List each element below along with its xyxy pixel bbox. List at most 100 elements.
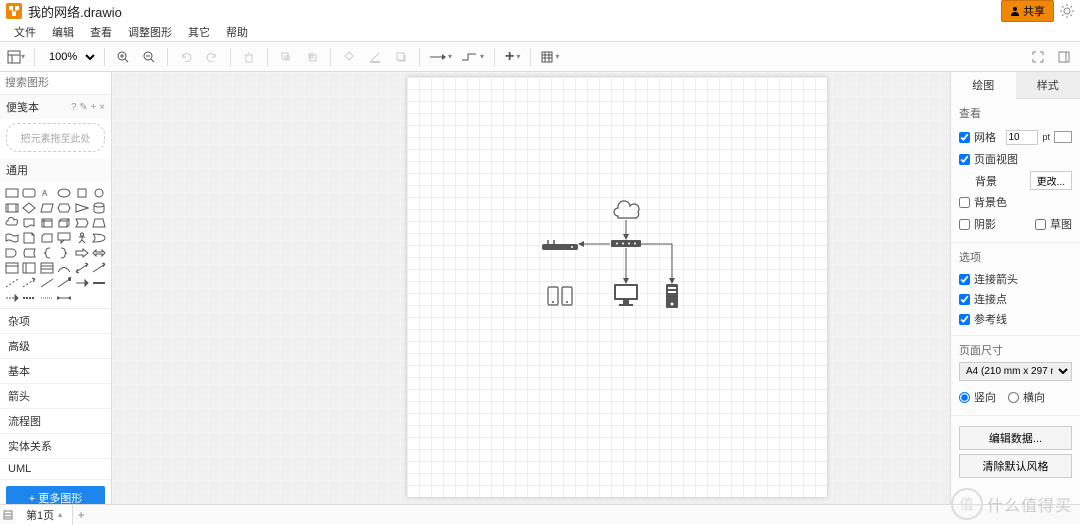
category-arrows[interactable]: 箭头: [0, 384, 111, 409]
sketch-checkbox[interactable]: 草图: [1035, 214, 1072, 234]
router-icon[interactable]: [542, 240, 578, 250]
shape-actor[interactable]: [74, 231, 89, 244]
shape-connector3[interactable]: [4, 291, 19, 304]
shape-list[interactable]: [39, 261, 54, 274]
menu-extras[interactable]: 其它: [180, 22, 218, 42]
shape-callout[interactable]: [57, 231, 72, 244]
zoom-out-button[interactable]: [137, 45, 161, 69]
shape-card[interactable]: [39, 231, 54, 244]
shape-internal-storage[interactable]: [39, 216, 54, 229]
shape-and[interactable]: [4, 246, 19, 259]
menu-file[interactable]: 文件: [6, 22, 44, 42]
delete-button[interactable]: [237, 45, 261, 69]
shape-cylinder[interactable]: [92, 201, 107, 214]
shape-bracket-left[interactable]: [39, 246, 54, 259]
shape-line-dashed[interactable]: [4, 276, 19, 289]
tab-draw[interactable]: 绘图: [951, 72, 1016, 99]
pagesize-select[interactable]: A4 (210 mm x 297 mm): [959, 362, 1072, 381]
canvas[interactable]: [112, 72, 950, 504]
pageview-checkbox[interactable]: 页面视图: [959, 149, 1072, 169]
shape-connector1[interactable]: [74, 276, 89, 289]
shape-document[interactable]: [22, 216, 37, 229]
shape-diamond[interactable]: [22, 201, 37, 214]
shape-line-thin[interactable]: [57, 276, 72, 289]
fullscreen-button[interactable]: [1026, 45, 1050, 69]
category-uml[interactable]: UML: [0, 459, 111, 480]
grid-checkbox[interactable]: 网格: [959, 127, 996, 147]
shape-roundrect[interactable]: [22, 186, 37, 199]
shadow-checkbox[interactable]: 阴影: [959, 214, 996, 234]
shape-line-dotted[interactable]: [22, 276, 37, 289]
category-basic[interactable]: 基本: [0, 359, 111, 384]
phone-icon[interactable]: [548, 287, 558, 305]
to-back-button[interactable]: [300, 45, 324, 69]
shape-triangle[interactable]: [74, 201, 89, 214]
redo-button[interactable]: [200, 45, 224, 69]
shape-bracket-right[interactable]: [57, 246, 72, 259]
line-color-button[interactable]: [363, 45, 387, 69]
menu-view[interactable]: 查看: [82, 22, 120, 42]
grid-size-input[interactable]: [1006, 130, 1038, 145]
view-mode-button[interactable]: ▾: [4, 45, 28, 69]
menu-edit[interactable]: 编辑: [44, 22, 82, 42]
shadow-button[interactable]: [389, 45, 413, 69]
orient-portrait[interactable]: 竖向: [959, 387, 996, 407]
grid-color-swatch[interactable]: [1054, 131, 1072, 143]
shape-search-input[interactable]: [3, 75, 112, 91]
edit-data-button[interactable]: 编辑数据...: [959, 426, 1072, 450]
fill-color-button[interactable]: [337, 45, 361, 69]
table-button[interactable]: ▾: [537, 51, 563, 63]
shape-line-plain[interactable]: [39, 276, 54, 289]
menu-help[interactable]: 帮助: [218, 22, 256, 42]
bgcolor-checkbox[interactable]: 背景色: [959, 192, 1072, 212]
phone-icon[interactable]: [562, 287, 572, 305]
connection-style-button[interactable]: ▾: [426, 52, 456, 62]
guides-checkbox[interactable]: 参考线: [959, 309, 1072, 329]
shape-cube[interactable]: [57, 216, 72, 229]
shape-connector2[interactable]: [92, 276, 107, 289]
shape-data-storage[interactable]: [22, 246, 37, 259]
undo-button[interactable]: [174, 45, 198, 69]
connpoint-checkbox[interactable]: 连接点: [959, 289, 1072, 309]
shape-connector6[interactable]: [57, 291, 72, 304]
shape-step[interactable]: [74, 216, 89, 229]
shape-note[interactable]: [22, 231, 37, 244]
tab-style[interactable]: 样式: [1016, 72, 1080, 99]
zoom-select[interactable]: 100%: [41, 48, 98, 66]
shape-square[interactable]: [74, 186, 89, 199]
tower-icon[interactable]: [666, 284, 678, 308]
more-shapes-button[interactable]: + 更多图形: [6, 486, 105, 504]
shape-cloud[interactable]: [4, 216, 19, 229]
zoom-in-button[interactable]: [111, 45, 135, 69]
shape-or[interactable]: [92, 231, 107, 244]
shape-parallelogram[interactable]: [39, 201, 54, 214]
waypoint-style-button[interactable]: ▾: [458, 52, 488, 62]
theme-icon[interactable]: [1060, 4, 1074, 18]
shape-arrow-both[interactable]: [92, 246, 107, 259]
shape-rect[interactable]: [4, 186, 19, 199]
monitor-icon[interactable]: [614, 284, 638, 306]
format-panel-button[interactable]: [1052, 45, 1076, 69]
shape-container[interactable]: [4, 261, 19, 274]
shape-connector4[interactable]: [22, 291, 37, 304]
cloud-icon[interactable]: [614, 201, 639, 218]
pages-menu-button[interactable]: [0, 507, 16, 523]
general-shapes-header[interactable]: 通用: [0, 158, 111, 182]
shape-connector5[interactable]: [39, 291, 54, 304]
to-front-button[interactable]: [274, 45, 298, 69]
shape-arrow-right[interactable]: [74, 246, 89, 259]
shape-line-bidir[interactable]: [74, 261, 89, 274]
share-button[interactable]: 共享: [1001, 0, 1054, 22]
orient-landscape[interactable]: 横向: [1008, 387, 1045, 407]
add-page-button[interactable]: +: [73, 507, 89, 523]
scratchpad-dropzone[interactable]: 把元素拖至此处: [6, 123, 105, 152]
shape-line-curve[interactable]: [57, 261, 72, 274]
shape-circle[interactable]: [92, 186, 107, 199]
category-advanced[interactable]: 高级: [0, 334, 111, 359]
reset-style-button[interactable]: 清除默认风格: [959, 454, 1072, 478]
shape-line-arrow[interactable]: [92, 261, 107, 274]
shape-process[interactable]: [4, 201, 19, 214]
category-flowchart[interactable]: 流程图: [0, 409, 111, 434]
scratchpad-header[interactable]: 便笺本 ? ✎ + ×: [0, 95, 111, 119]
change-bg-button[interactable]: 更改...: [1030, 171, 1072, 190]
